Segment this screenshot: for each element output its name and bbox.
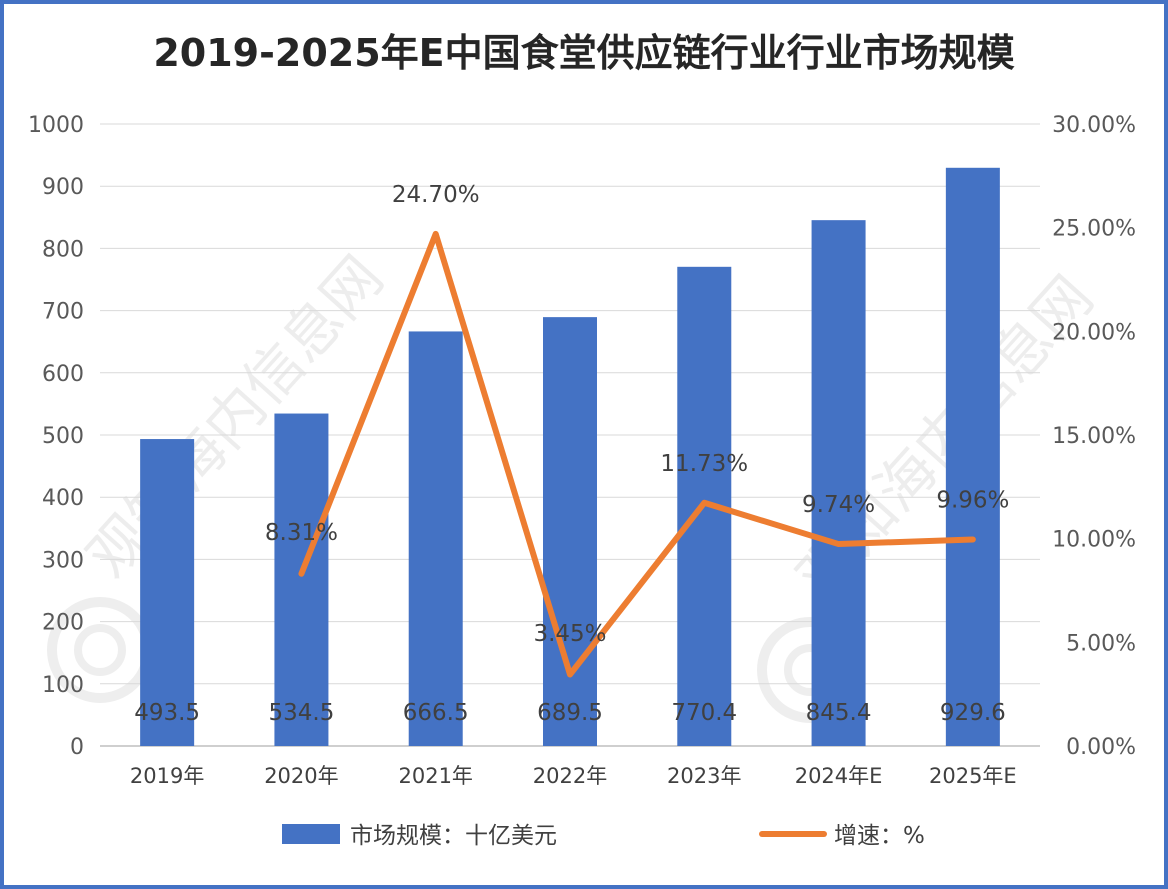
y-right-tick-label: 10.00% (1052, 528, 1136, 553)
line-data-label: 3.45% (533, 621, 606, 647)
bar-data-label: 689.5 (537, 700, 603, 726)
line-series: 8.31% 24.70% 3.45% 11.73% 9.74% 9.96% (265, 182, 1009, 678)
bar-data-label: 929.6 (940, 700, 1006, 726)
bar (274, 413, 329, 746)
bar (811, 220, 866, 746)
watermark-text: 观知海内信息网 (74, 243, 396, 590)
y-left-tick-label: 600 (42, 362, 84, 387)
y-left-tick-label: 100 (42, 673, 84, 698)
chart-title: 2019-2025年E中国食堂供应链行业行业市场规模 (153, 31, 1015, 75)
bar (945, 167, 1000, 746)
x-tick-label: 2024年E (795, 764, 883, 788)
bar-data-label: 770.4 (671, 700, 737, 726)
y-axis-right: 0.00% 5.00% 10.00% 15.00% 20.00% 25.00% 30.00% (1052, 113, 1136, 760)
line-data-label: 9.74% (802, 492, 875, 518)
bar-data-label: 534.5 (268, 700, 334, 726)
y-right-tick-label: 5.00% (1066, 631, 1136, 656)
y-left-tick-label: 300 (42, 548, 84, 573)
x-tick-label: 2022年 (533, 764, 607, 788)
bar-data-label: 666.5 (403, 700, 469, 726)
y-axis-left: 0 100 200 300 400 500 600 700 800 900 1000 (28, 113, 84, 760)
bar (140, 439, 195, 746)
legend-label-line: 增速：% (834, 823, 925, 849)
y-left-tick-label: 400 (42, 486, 84, 511)
y-left-tick-label: 500 (42, 424, 84, 449)
x-tick-label: 2020年 (264, 764, 338, 788)
bar-data-label: 845.4 (806, 700, 872, 726)
legend-swatch-bar (282, 824, 340, 844)
y-left-tick-label: 700 (42, 300, 84, 325)
watermark-logo-inner (74, 624, 126, 676)
bar-series: 493.5 534.5 666.5 689.5 770.4 845.4 929.6 (134, 167, 1006, 746)
y-left-tick-label: 200 (42, 611, 84, 636)
y-left-tick-label: 0 (70, 735, 84, 760)
bar-data-label: 493.5 (134, 700, 200, 726)
y-right-tick-label: 30.00% (1052, 113, 1136, 138)
y-right-tick-label: 20.00% (1052, 320, 1136, 345)
line-data-label: 9.96% (936, 487, 1009, 513)
x-tick-label: 2019年 (130, 764, 204, 788)
growth-line (298, 230, 976, 678)
y-left-tick-label: 800 (42, 237, 84, 262)
x-tick-label: 2025年E (929, 764, 1017, 788)
line-data-label: 11.73% (660, 451, 748, 477)
x-tick-label: 2021年 (398, 764, 472, 788)
x-tick-label: 2023年 (667, 764, 741, 788)
y-left-tick-label: 1000 (28, 113, 84, 138)
y-right-tick-label: 0.00% (1066, 735, 1136, 760)
y-left-tick-label: 900 (42, 175, 84, 200)
line-data-label: 24.70% (392, 182, 480, 208)
bar (543, 317, 597, 746)
y-right-tick-label: 25.00% (1052, 217, 1136, 242)
legend: 市场规模：十亿美元 增速：% (282, 823, 925, 849)
bar (408, 331, 463, 746)
legend-label-bar: 市场规模：十亿美元 (350, 823, 557, 849)
x-axis: 2019年 2020年 2021年 2022年 2023年 2024年E 2025年E (130, 764, 1017, 788)
y-right-tick-label: 15.00% (1052, 424, 1136, 449)
line-data-label: 8.31% (265, 520, 338, 546)
